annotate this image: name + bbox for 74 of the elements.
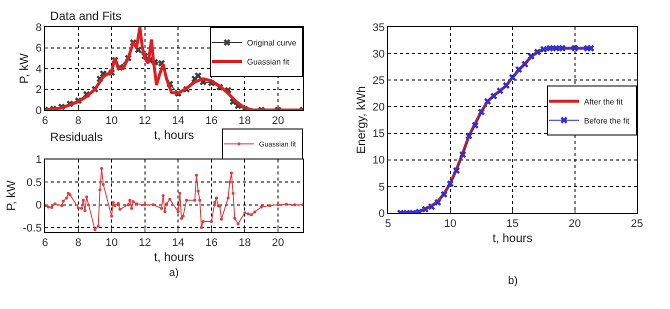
x-tick-label: 10 [105,237,118,250]
y-tick-label: 10 [372,154,385,167]
point [428,203,435,210]
point [522,60,528,68]
y-tick-label: 8 [36,22,42,34]
text: a) [169,267,179,279]
x-tick-label: 18 [238,237,251,250]
chart-title: Data and Fits [50,9,122,24]
y-tick-label: 15 [372,128,385,140]
point [478,108,485,116]
point [472,122,479,129]
point [558,44,566,52]
point [459,151,466,158]
y-tick-label: 0 [36,104,42,117]
x-tick-label: 10 [105,115,118,128]
legend-label: After the fit [584,97,624,106]
y-tick-label: 25 [372,74,385,87]
y-axis-title: P, kW [16,52,31,84]
y-tick-label: 1 [36,154,42,166]
point [490,92,498,100]
x-tick-label: 25 [630,218,644,230]
x-tick-label: 18 [238,115,251,128]
y-axis-title: P, kW [4,180,18,211]
y-axis-title: Energy, kWh [354,86,368,154]
y-tick-label: 0.5 [26,176,42,189]
y-tick-label: 30 [372,48,385,60]
point [546,44,554,52]
x-tick-label: 16 [205,115,218,128]
point [496,87,504,94]
y-tick-label: -0.5 [22,222,42,234]
x-tick-label: 10 [444,218,456,230]
point [588,44,594,52]
x-axis-title: t, hours [492,231,533,246]
point [534,48,541,56]
point [446,180,454,188]
x-tick-label: 15 [506,218,519,230]
y-tick-label: 0 [36,200,42,212]
point [528,52,535,60]
y-tick-label: 35 [372,22,385,34]
point [440,191,448,198]
point [552,44,560,52]
x-tick-label: 20 [272,115,284,128]
point [434,198,442,206]
point [453,167,460,174]
legend-label: Before the fit [584,116,630,126]
x-axis-title: t, hours [154,250,194,264]
x-tick-label: 16 [205,237,218,250]
text: b) [508,275,518,287]
y-tick-label: 0 [378,208,385,220]
point [540,46,548,53]
x-tick-label: 14 [172,115,184,128]
chart-title: Residuals [50,130,103,144]
x-tick-label: 8 [75,237,82,250]
x-tick-label: 20 [272,237,284,250]
x-tick-label: 12 [138,237,151,250]
y-tick-label: 5 [378,181,385,194]
point [466,132,472,140]
x-tick-label: 20 [568,218,581,230]
y-tick-label: 2 [36,84,42,96]
point [509,74,516,81]
point [422,206,429,213]
point [502,82,510,89]
legend-label: Guassian fit [247,58,290,67]
y-tick-label: 4 [36,63,42,76]
point [484,98,491,105]
x-tick-label: 14 [172,237,184,250]
legend-label: Original curve [247,38,297,48]
x-tick-label: 8 [75,115,82,128]
y-tick-label: 20 [372,102,385,114]
y-tick-label: 6 [36,42,42,55]
point [571,44,578,52]
point [194,72,202,80]
x-axis-title: t, hours [154,128,194,142]
x-tick-label: 12 [138,115,151,128]
